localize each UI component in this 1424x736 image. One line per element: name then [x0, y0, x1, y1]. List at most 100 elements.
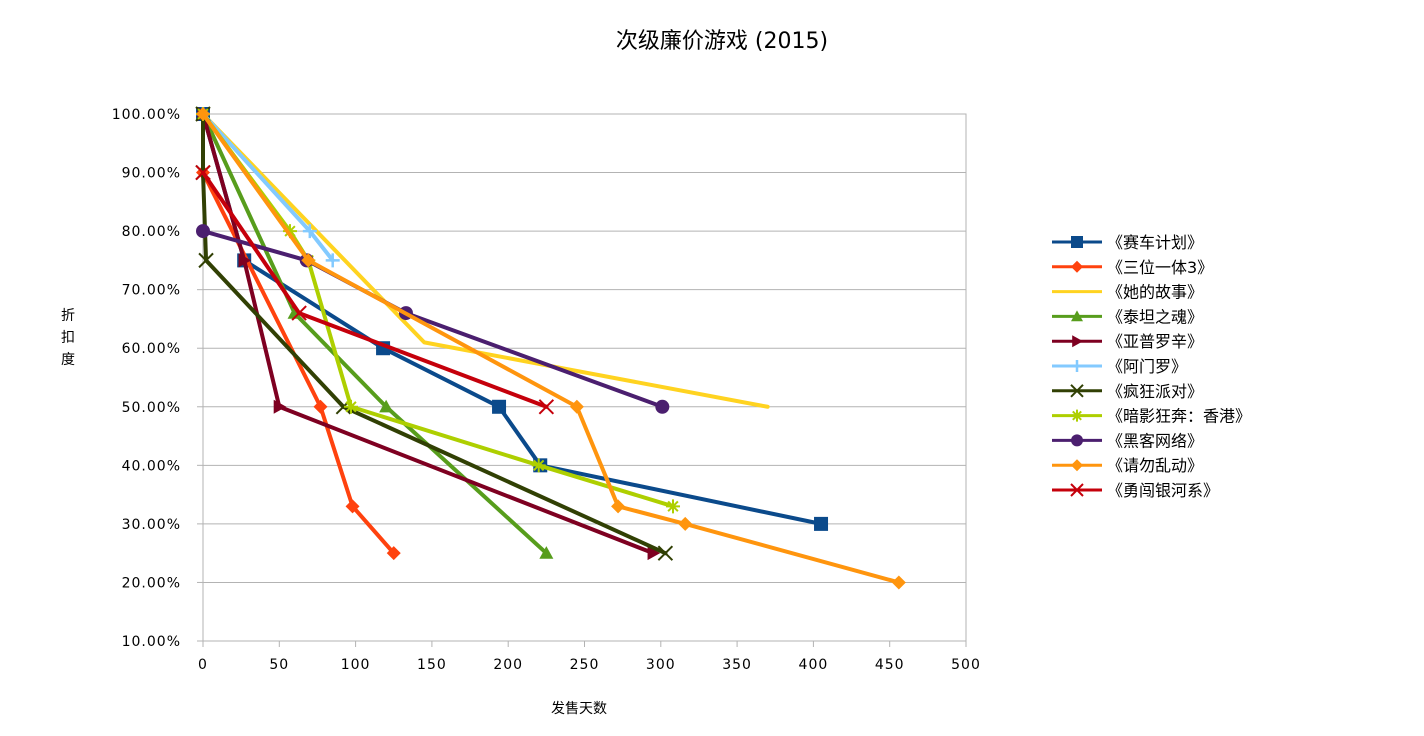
- y-tick-label: 20.00%: [122, 575, 181, 591]
- data-point: [195, 164, 211, 181]
- data-point: [657, 545, 674, 561]
- data-point: [655, 399, 670, 414]
- data-point: [196, 224, 210, 239]
- y-tick-label: 60.00%: [122, 341, 181, 357]
- data-point: [891, 575, 906, 590]
- x-axis-label: 发售天数: [551, 701, 607, 717]
- x-tick-label: 0: [198, 657, 208, 673]
- data-point: [1071, 360, 1083, 372]
- x-tick-label: 50: [269, 657, 289, 673]
- series-line: [201, 112, 656, 556]
- x-axis-ticks: 0 50 100 150 200 250 300 350 400 450 500: [198, 641, 981, 673]
- y-axis-ticks: 10.00% 20.00% 30.00% 40.00% 50.00% 60.00% 70.0…: [112, 107, 203, 650]
- data-point: [1071, 409, 1083, 422]
- series-10: [195, 164, 555, 415]
- legend-item: 《疯狂派对》: [1052, 382, 1203, 401]
- legend-item: 《阿门罗》: [1052, 357, 1187, 376]
- y-axis-label: 折扣度: [61, 308, 75, 368]
- series-2: [201, 112, 770, 409]
- x-tick-label: 400: [799, 657, 829, 673]
- x-tick-label: 450: [875, 657, 905, 673]
- legend-label: 《赛车计划》: [1107, 233, 1203, 252]
- legend-item: 《她的故事》: [1052, 283, 1203, 302]
- data-point: [386, 546, 401, 561]
- series-4: [197, 107, 661, 561]
- data-point: [539, 546, 554, 559]
- legend-label: 《请勿乱动》: [1107, 456, 1203, 475]
- legend-label: 《勇闯银河系》: [1107, 481, 1219, 500]
- data-point: [198, 252, 214, 269]
- data-point: [1071, 459, 1083, 472]
- legend-item: 《请勿乱动》: [1052, 456, 1203, 475]
- data-point: [379, 399, 394, 413]
- data-point: [345, 499, 360, 514]
- legend-item: 《暗影狂奔：香港》: [1052, 407, 1251, 426]
- series-1: [196, 107, 401, 561]
- data-point: [301, 253, 316, 268]
- legend-label: 《阿门罗》: [1107, 357, 1187, 376]
- data-point: [344, 399, 359, 414]
- data-point: [666, 499, 681, 514]
- series-line: [201, 112, 668, 556]
- data-point: [814, 516, 829, 531]
- data-point: [678, 516, 693, 531]
- legend-item: 《勇闯银河系》: [1052, 481, 1219, 500]
- series-line: [201, 112, 901, 585]
- data-point: [238, 253, 252, 268]
- legend-item: 《黑客网络》: [1052, 431, 1203, 450]
- data-point: [302, 224, 317, 239]
- data-point: [611, 499, 626, 514]
- x-tick-label: 500: [951, 657, 981, 673]
- x-tick-label: 300: [646, 657, 676, 673]
- data-point: [313, 399, 328, 414]
- series-0: [196, 107, 829, 531]
- data-point: [1071, 260, 1083, 273]
- x-tick-label: 200: [493, 657, 523, 673]
- series-9: [196, 107, 906, 590]
- legend-label: 《黑客网络》: [1107, 431, 1203, 450]
- legend: 《赛车计划》《三位一体3》《她的故事》《泰坦之魂》《亚普罗辛》《阿门罗》《疯狂派…: [1052, 233, 1251, 500]
- data-point: [1070, 483, 1084, 497]
- data-point: [325, 253, 340, 268]
- legend-item: 《泰坦之魂》: [1052, 307, 1203, 326]
- series: [195, 106, 906, 590]
- x-tick-label: 150: [417, 657, 447, 673]
- legend-label: 《亚普罗辛》: [1107, 332, 1203, 351]
- series-line: [201, 112, 549, 556]
- x-tick-label: 250: [570, 657, 600, 673]
- data-point: [1071, 434, 1083, 447]
- series-line: [201, 112, 824, 526]
- legend-label: 《她的故事》: [1107, 283, 1203, 302]
- data-point: [538, 399, 555, 415]
- x-tick-label: 100: [341, 657, 371, 673]
- legend-item: 《三位一体3》: [1052, 258, 1213, 277]
- data-point: [492, 399, 507, 414]
- data-point: [569, 399, 584, 414]
- legend-item: 《亚普罗辛》: [1052, 332, 1203, 351]
- series-6: [195, 106, 674, 561]
- y-tick-label: 10.00%: [122, 634, 181, 650]
- y-tick-label: 40.00%: [122, 458, 181, 474]
- data-point: [291, 305, 307, 321]
- data-point: [1071, 310, 1083, 322]
- legend-label: 《疯狂派对》: [1107, 382, 1203, 401]
- y-tick-label: 70.00%: [122, 283, 181, 299]
- legend-label: 《暗影狂奔：香港》: [1107, 407, 1251, 426]
- data-point: [531, 458, 546, 473]
- y-tick-label: 30.00%: [122, 517, 181, 533]
- data-point: [282, 224, 297, 239]
- y-tick-label: 90.00%: [122, 166, 181, 182]
- y-tick-label: 50.00%: [122, 400, 181, 416]
- data-point: [647, 546, 661, 561]
- data-point: [196, 107, 210, 121]
- chart-title: 次级廉价游戏 (2015): [616, 29, 828, 54]
- legend-label: 《三位一体3》: [1107, 258, 1213, 277]
- data-point: [1071, 236, 1083, 248]
- y-tick-label: 80.00%: [122, 224, 181, 240]
- series-line: [201, 112, 770, 409]
- y-tick-label: 100.00%: [112, 107, 181, 123]
- legend-label: 《泰坦之魂》: [1107, 307, 1203, 326]
- data-point: [273, 399, 287, 414]
- legend-item: 《赛车计划》: [1052, 233, 1203, 252]
